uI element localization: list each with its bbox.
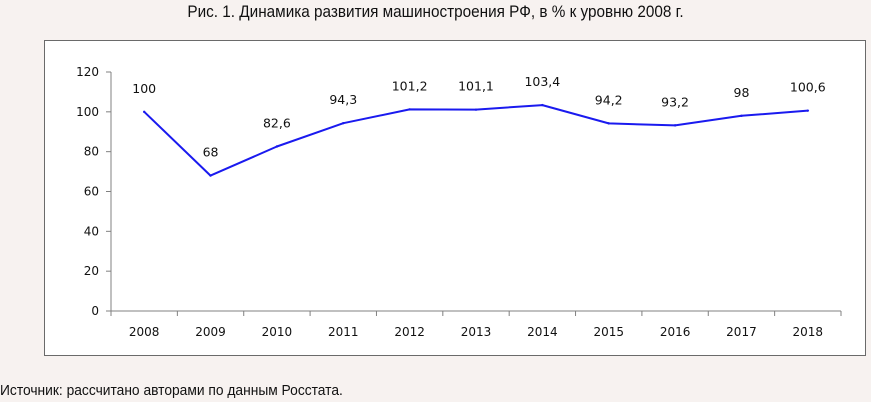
x-tick-label: 2014 — [527, 325, 558, 339]
x-tick-label: 2016 — [660, 325, 691, 339]
data-point — [607, 122, 610, 125]
axes: 0 20 40 60 80 100 120 2008 2009 2010 2011 2012 2013 2… — [76, 65, 842, 339]
figure-title: Рис. 1. Динамика развития машиностроения… — [187, 2, 684, 21]
data-label: 101,1 — [458, 79, 494, 94]
data-label: 93,2 — [661, 94, 689, 109]
x-tick-label: 2013 — [461, 325, 492, 339]
x-tick-label: 2018 — [793, 325, 824, 339]
x-tick-label: 2011 — [328, 325, 359, 339]
series-line — [143, 104, 808, 177]
data-label: 103,4 — [524, 74, 560, 89]
data-label: 100 — [132, 81, 156, 96]
y-tick-label: 80 — [84, 145, 99, 159]
x-tick-label: 2012 — [394, 325, 425, 339]
data-point — [673, 124, 677, 127]
data-point — [474, 108, 478, 111]
data-label: 101,2 — [392, 78, 428, 93]
data-point — [342, 121, 345, 125]
y-tick-label: 120 — [76, 65, 99, 79]
x-tick-label: 2017 — [726, 325, 757, 339]
y-tick-label: 100 — [76, 105, 99, 119]
x-tick-label: 2009 — [195, 325, 226, 339]
y-tick-label: 0 — [91, 304, 99, 318]
y-tick-label: 20 — [84, 264, 99, 278]
data-label: 94,2 — [595, 92, 623, 107]
x-tick-label: 2008 — [129, 325, 160, 339]
data-point — [275, 145, 279, 148]
source-note: Источник: рассчитано авторами по данным … — [0, 382, 343, 399]
line-chart: 0 20 40 60 80 100 120 2008 2009 2010 2011 2012 2013 2… — [76, 65, 842, 339]
data-label: 98 — [734, 85, 750, 100]
y-tick-label: 40 — [84, 224, 99, 238]
data-point — [209, 174, 212, 177]
chart-area: 0 20 40 60 80 100 120 2008 2009 2010 2011 2012 2013 2… — [44, 40, 866, 356]
data-point — [142, 110, 146, 114]
data-label: 100,6 — [790, 80, 826, 95]
data-point — [740, 114, 743, 118]
series-layer — [142, 103, 810, 177]
x-tick-label: 2010 — [262, 325, 293, 339]
data-point — [408, 108, 411, 111]
data-point — [541, 103, 544, 107]
data-labels: 100 68 82,6 94,3 101,2 101,1 103,4 94,2 93,2 98 10… — [132, 74, 825, 160]
data-point — [806, 109, 810, 112]
data-label: 68 — [203, 145, 219, 160]
data-label: 94,3 — [329, 92, 357, 107]
data-label: 82,6 — [263, 115, 291, 130]
y-tick-label: 60 — [84, 185, 99, 199]
x-tick-label: 2015 — [593, 325, 624, 339]
